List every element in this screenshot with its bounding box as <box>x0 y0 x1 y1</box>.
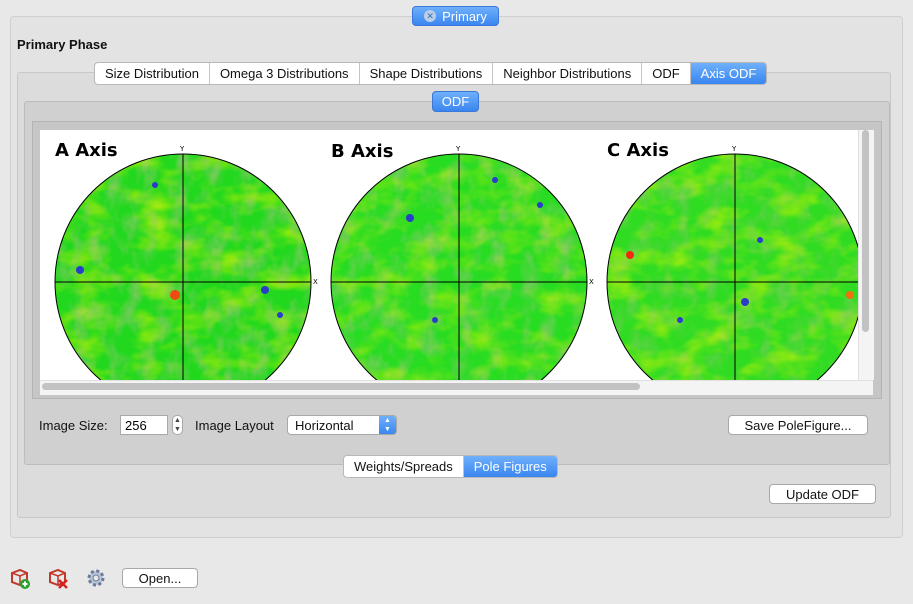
gear-icon[interactable] <box>84 566 106 588</box>
tab-neighbor-distributions[interactable]: Neighbor Distributions <box>493 63 643 84</box>
tab-odf[interactable]: ODF <box>642 63 691 84</box>
primary-tab-label: Primary <box>442 8 487 24</box>
pole-figure-b-x-label: X <box>589 278 594 286</box>
close-icon[interactable]: ✕ <box>424 10 437 22</box>
stepper-down-icon[interactable]: ▼ <box>174 426 181 433</box>
tab-axis-odf[interactable]: Axis ODF <box>690 63 767 84</box>
pole-figure-a-x-label: X <box>313 278 318 286</box>
horizontal-scroll-thumb[interactable] <box>42 383 640 390</box>
image-layout-label: Image Layout <box>195 418 274 433</box>
section-title: Primary Phase <box>17 37 108 52</box>
pole-figure-c-title: C Axis <box>607 140 669 161</box>
select-arrows-icon: ▲ ▼ <box>379 416 396 434</box>
stepper-up-icon[interactable]: ▲ <box>174 417 181 424</box>
tab-weights-spreads[interactable]: Weights/Spreads <box>344 456 464 477</box>
pole-figure-b-title: B Axis <box>331 141 393 162</box>
pole-figure-canvas[interactable]: A Axis B Axis C Axis Y Y Y X X <box>40 130 858 380</box>
image-layout-select[interactable]: Horizontal ▲ ▼ <box>287 415 397 435</box>
primary-tab[interactable]: ✕ Primary <box>412 6 499 26</box>
vertical-scroll-thumb[interactable] <box>862 130 869 332</box>
tab-bar: Size Distribution Omega 3 Distributions … <box>94 62 768 85</box>
pole-figure-c-axis <box>606 153 858 380</box>
pole-figure-c-y-label: Y <box>731 145 737 153</box>
pole-figures-svg: A Axis B Axis C Axis Y Y Y X X <box>54 140 858 380</box>
add-phase-icon[interactable] <box>8 566 30 589</box>
open-button[interactable]: Open... <box>122 568 198 588</box>
pole-figure-b-y-label: Y <box>455 145 461 153</box>
pole-figure-a-y-label: Y <box>179 145 185 153</box>
tab-shape-distributions[interactable]: Shape Distributions <box>360 63 494 84</box>
image-size-stepper[interactable]: ▲ ▼ <box>172 415 183 435</box>
tab-omega3-distributions[interactable]: Omega 3 Distributions <box>210 63 360 84</box>
pole-figure-a-title: A Axis <box>55 140 118 161</box>
bottom-segmented-control: Weights/Spreads Pole Figures <box>343 455 558 478</box>
remove-phase-icon[interactable] <box>46 566 68 589</box>
tab-size-distribution[interactable]: Size Distribution <box>95 63 210 84</box>
image-size-input[interactable] <box>120 415 168 435</box>
image-size-label: Image Size: <box>39 418 108 433</box>
odf-subtab[interactable]: ODF <box>432 91 479 112</box>
pole-figure-b-axis <box>330 153 588 380</box>
image-layout-value: Horizontal <box>295 417 354 433</box>
tab-pole-figures[interactable]: Pole Figures <box>463 456 557 477</box>
pole-figure-a-axis <box>54 153 312 380</box>
update-odf-button[interactable]: Update ODF <box>769 484 876 504</box>
save-polefigure-button[interactable]: Save PoleFigure... <box>728 415 868 435</box>
